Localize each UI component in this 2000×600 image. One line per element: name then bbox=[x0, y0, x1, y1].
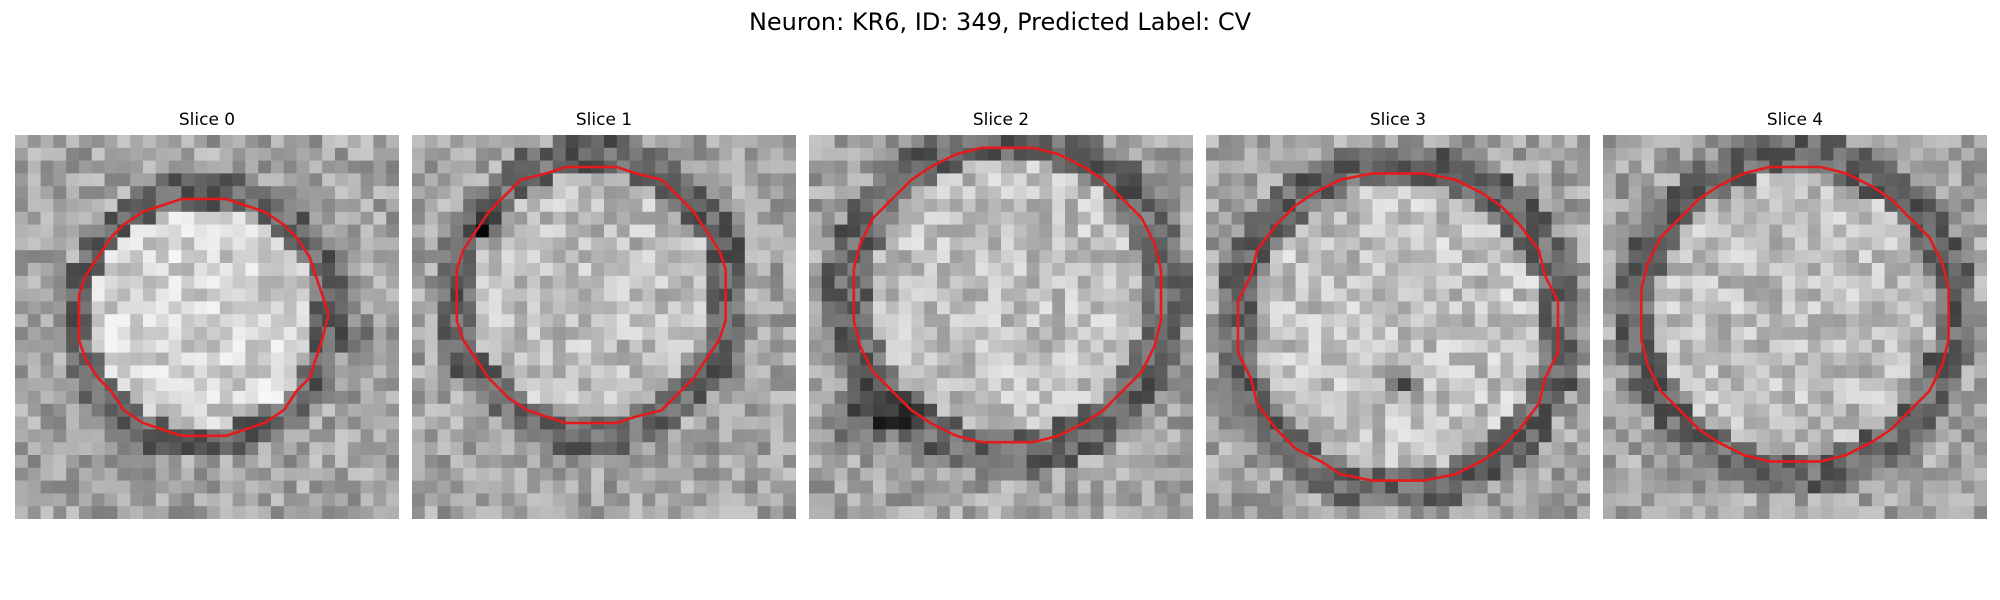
slice-panel-0: Slice 0 bbox=[15, 110, 399, 519]
slice-image-0 bbox=[15, 135, 399, 519]
slice-title-4: Slice 4 bbox=[1766, 110, 1824, 130]
slice-panel-4: Slice 4 bbox=[1603, 110, 1987, 519]
slice-image-3 bbox=[1206, 135, 1590, 519]
slice-title-1: Slice 1 bbox=[575, 110, 633, 130]
contour-outline-3 bbox=[1236, 172, 1560, 482]
contour-outline-1 bbox=[455, 165, 727, 425]
slice-panel-2: Slice 2 bbox=[809, 110, 1193, 519]
contour-outline-0 bbox=[77, 197, 330, 438]
contour-outline-4 bbox=[1640, 165, 1950, 463]
slice-title-2: Slice 2 bbox=[972, 110, 1030, 130]
slice-title-0: Slice 0 bbox=[178, 110, 236, 130]
slice-panel-1: Slice 1 bbox=[412, 110, 796, 519]
slice-image-1 bbox=[412, 135, 796, 519]
slice-panel-3: Slice 3 bbox=[1206, 110, 1590, 519]
slice-image-4 bbox=[1603, 135, 1987, 519]
slice-title-3: Slice 3 bbox=[1369, 110, 1427, 130]
figure-title: Neuron: KR6, ID: 349, Predicted Label: C… bbox=[748, 8, 1252, 36]
contour-outline-2 bbox=[852, 146, 1163, 444]
slice-image-2 bbox=[809, 135, 1193, 519]
